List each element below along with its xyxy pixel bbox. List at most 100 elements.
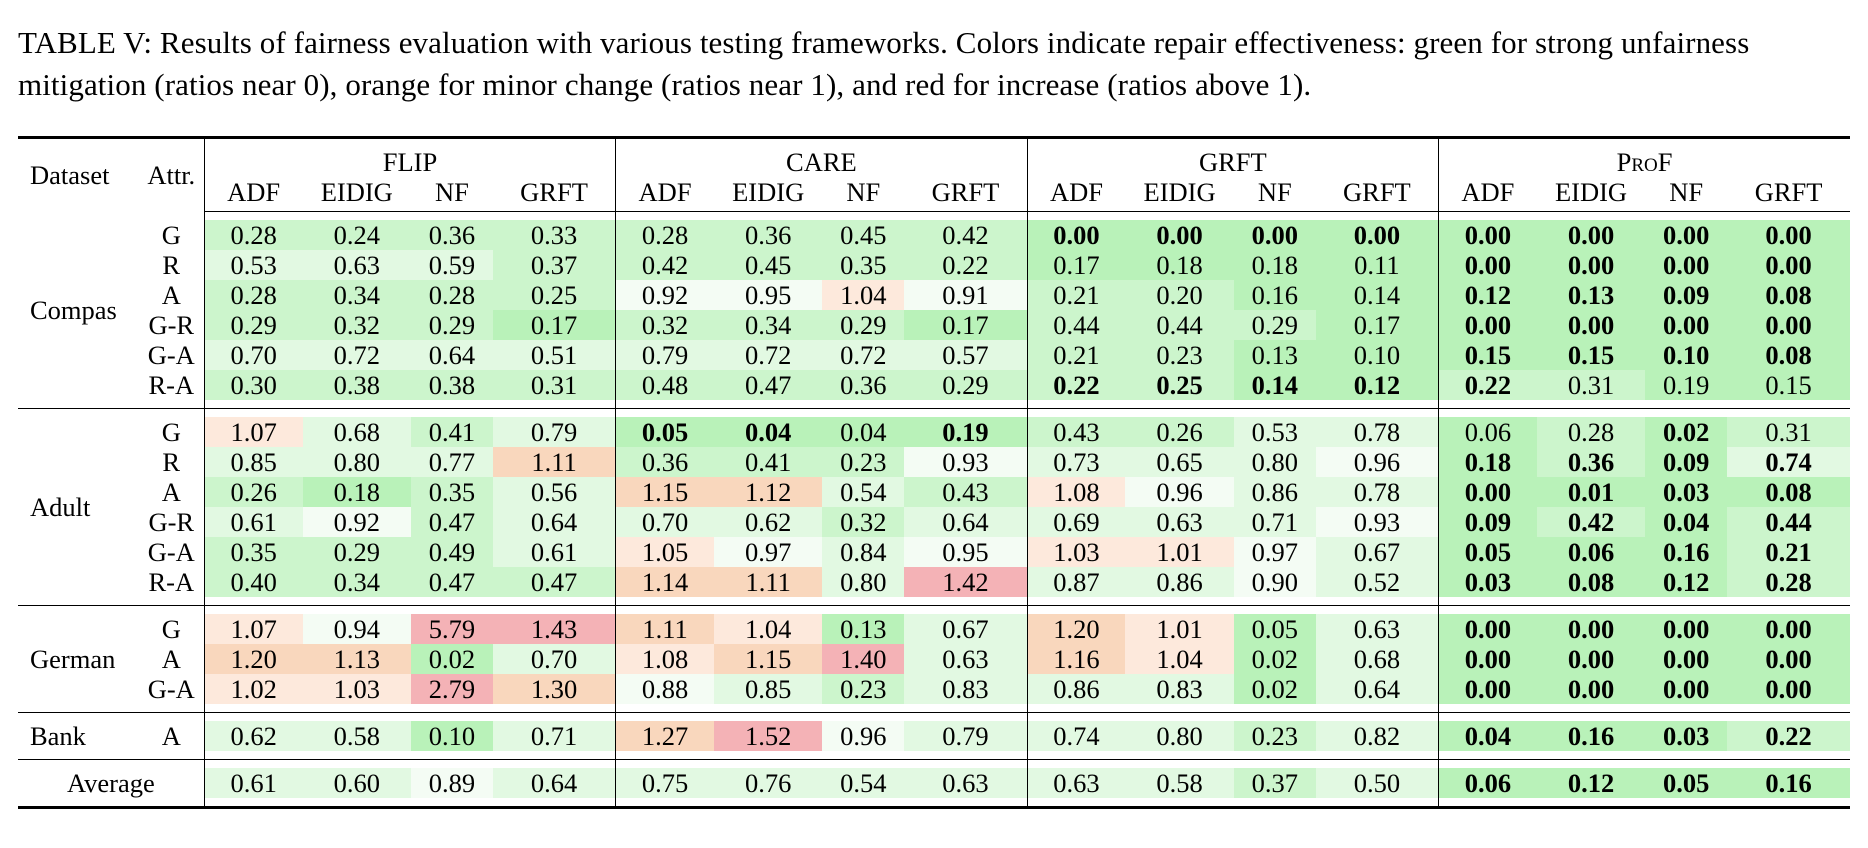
value-cell: 1.27 <box>615 721 714 751</box>
spacer-cell <box>1537 212 1645 221</box>
value-cell: 0.23 <box>1125 340 1234 370</box>
spacer-cell <box>1645 409 1727 418</box>
value-cell: 0.05 <box>1645 768 1728 798</box>
value-cell: 1.02 <box>203 674 303 704</box>
spacer-cell <box>1315 400 1439 409</box>
spacer-cell <box>904 400 1028 409</box>
value-cell: 0.33 <box>492 220 616 250</box>
spacer-cell <box>1727 798 1850 809</box>
value-cell: 0.28 <box>411 280 493 310</box>
value-cell: 0.34 <box>302 567 411 597</box>
value-cell: 0.08 <box>1536 567 1646 597</box>
spacer-cell <box>615 798 714 809</box>
value-cell: 0.80 <box>1125 721 1234 751</box>
value-cell: 0.00 <box>1645 220 1728 250</box>
value-cell: 0.29 <box>411 310 493 340</box>
spacer-cell <box>714 713 822 722</box>
value-cell: 0.03 <box>1645 477 1728 507</box>
table-row: A 0.26 0.18 0.35 0.56 1.15 1.12 0.54 0.43 1.08 0.9… <box>18 477 1850 507</box>
value-cell: 0.08 <box>1727 340 1850 370</box>
spacer-cell <box>18 760 139 769</box>
value-cell: 0.94 <box>302 614 411 644</box>
value-cell: 0.00 <box>1645 614 1728 644</box>
value-cell: 0.00 <box>1438 250 1537 280</box>
value-cell: 0.06 <box>1438 768 1537 798</box>
value-cell: 0.05 <box>1233 614 1316 644</box>
spacer-cell <box>411 751 493 760</box>
value-cell: 0.69 <box>1026 507 1126 537</box>
spacer-cell <box>615 751 714 760</box>
spacer-cell <box>1727 400 1850 409</box>
value-cell: 0.15 <box>1536 340 1646 370</box>
spacer-cell <box>1026 798 1126 809</box>
spacer-cell <box>411 212 493 221</box>
group-end-spacer <box>18 751 1850 760</box>
value-cell: 0.00 <box>1536 250 1646 280</box>
table-row: R-A 0.40 0.34 0.47 0.47 1.14 1.11 0.80 1.42 0.87 0… <box>18 567 1850 597</box>
value-cell: 0.00 <box>1645 310 1728 340</box>
spacer-cell <box>1026 408 1126 417</box>
spacer-cell <box>822 760 904 769</box>
spacer-cell <box>493 760 616 769</box>
spacer-cell <box>1125 606 1233 615</box>
value-cell: 0.45 <box>713 250 823 280</box>
value-cell: 1.08 <box>615 644 714 674</box>
value-cell: 1.11 <box>713 567 823 597</box>
value-cell: 0.17 <box>492 310 616 340</box>
spacer-cell <box>1727 760 1850 769</box>
value-cell: 0.06 <box>1536 537 1646 567</box>
value-cell: 0.86 <box>1125 567 1234 597</box>
spacer-cell <box>411 409 493 418</box>
value-cell: 0.59 <box>411 250 493 280</box>
value-cell: 0.63 <box>302 250 411 280</box>
dataset-label: German <box>30 644 116 674</box>
spacer-cell <box>1026 759 1126 768</box>
spacer-cell <box>411 606 493 615</box>
value-cell: 0.00 <box>1438 674 1537 704</box>
value-cell: 0.16 <box>1536 721 1646 751</box>
value-cell: 0.45 <box>822 220 905 250</box>
value-cell: 0.64 <box>1315 674 1439 704</box>
table-row: R 0.85 0.80 0.77 1.11 0.36 0.41 0.23 0.93 0.73 0.6… <box>18 447 1850 477</box>
spacer-cell <box>203 751 303 760</box>
spacer-cell <box>139 760 205 769</box>
spacer-cell <box>714 606 822 615</box>
spacer-cell <box>1026 704 1126 713</box>
value-cell: 1.04 <box>822 280 905 310</box>
value-cell: 0.44 <box>1125 310 1234 340</box>
value-cell: 0.35 <box>411 477 493 507</box>
value-cell: 1.01 <box>1125 537 1234 567</box>
attr-label: G <box>161 614 181 644</box>
value-cell: 0.01 <box>1536 477 1646 507</box>
spacer-cell <box>1234 713 1316 722</box>
value-cell: 1.11 <box>615 614 714 644</box>
spacer-cell <box>822 713 904 722</box>
spacer-cell <box>1026 597 1126 606</box>
spacer-cell <box>203 597 303 606</box>
spacer-cell <box>1536 798 1646 809</box>
value-cell: 1.15 <box>713 644 823 674</box>
attr-label: G-R <box>148 507 195 537</box>
spacer-cell <box>411 597 493 606</box>
value-cell: 0.25 <box>1125 370 1234 400</box>
value-cell: 0.22 <box>1026 370 1126 400</box>
value-cell: 0.70 <box>203 340 303 370</box>
value-cell: 0.31 <box>1536 370 1646 400</box>
spacer-cell <box>302 704 411 713</box>
value-cell: 1.07 <box>203 614 303 644</box>
value-cell: 0.79 <box>492 417 616 447</box>
spacer-cell <box>1026 605 1126 614</box>
value-cell: 1.42 <box>904 567 1028 597</box>
value-cell: 0.18 <box>1233 250 1316 280</box>
attr-label: R <box>162 250 181 280</box>
header-subcol-adf: ADF <box>1438 177 1537 212</box>
value-cell: 0.75 <box>615 768 714 798</box>
value-cell: 0.32 <box>822 507 905 537</box>
value-cell: 0.17 <box>1315 310 1439 340</box>
value-cell: 0.63 <box>1026 768 1126 798</box>
value-cell: 0.57 <box>904 340 1028 370</box>
value-cell: 1.43 <box>492 614 616 644</box>
spacer-cell <box>18 409 139 418</box>
header-subcol-eidig: EIDIG <box>302 177 411 212</box>
spacer-cell <box>1645 798 1728 809</box>
